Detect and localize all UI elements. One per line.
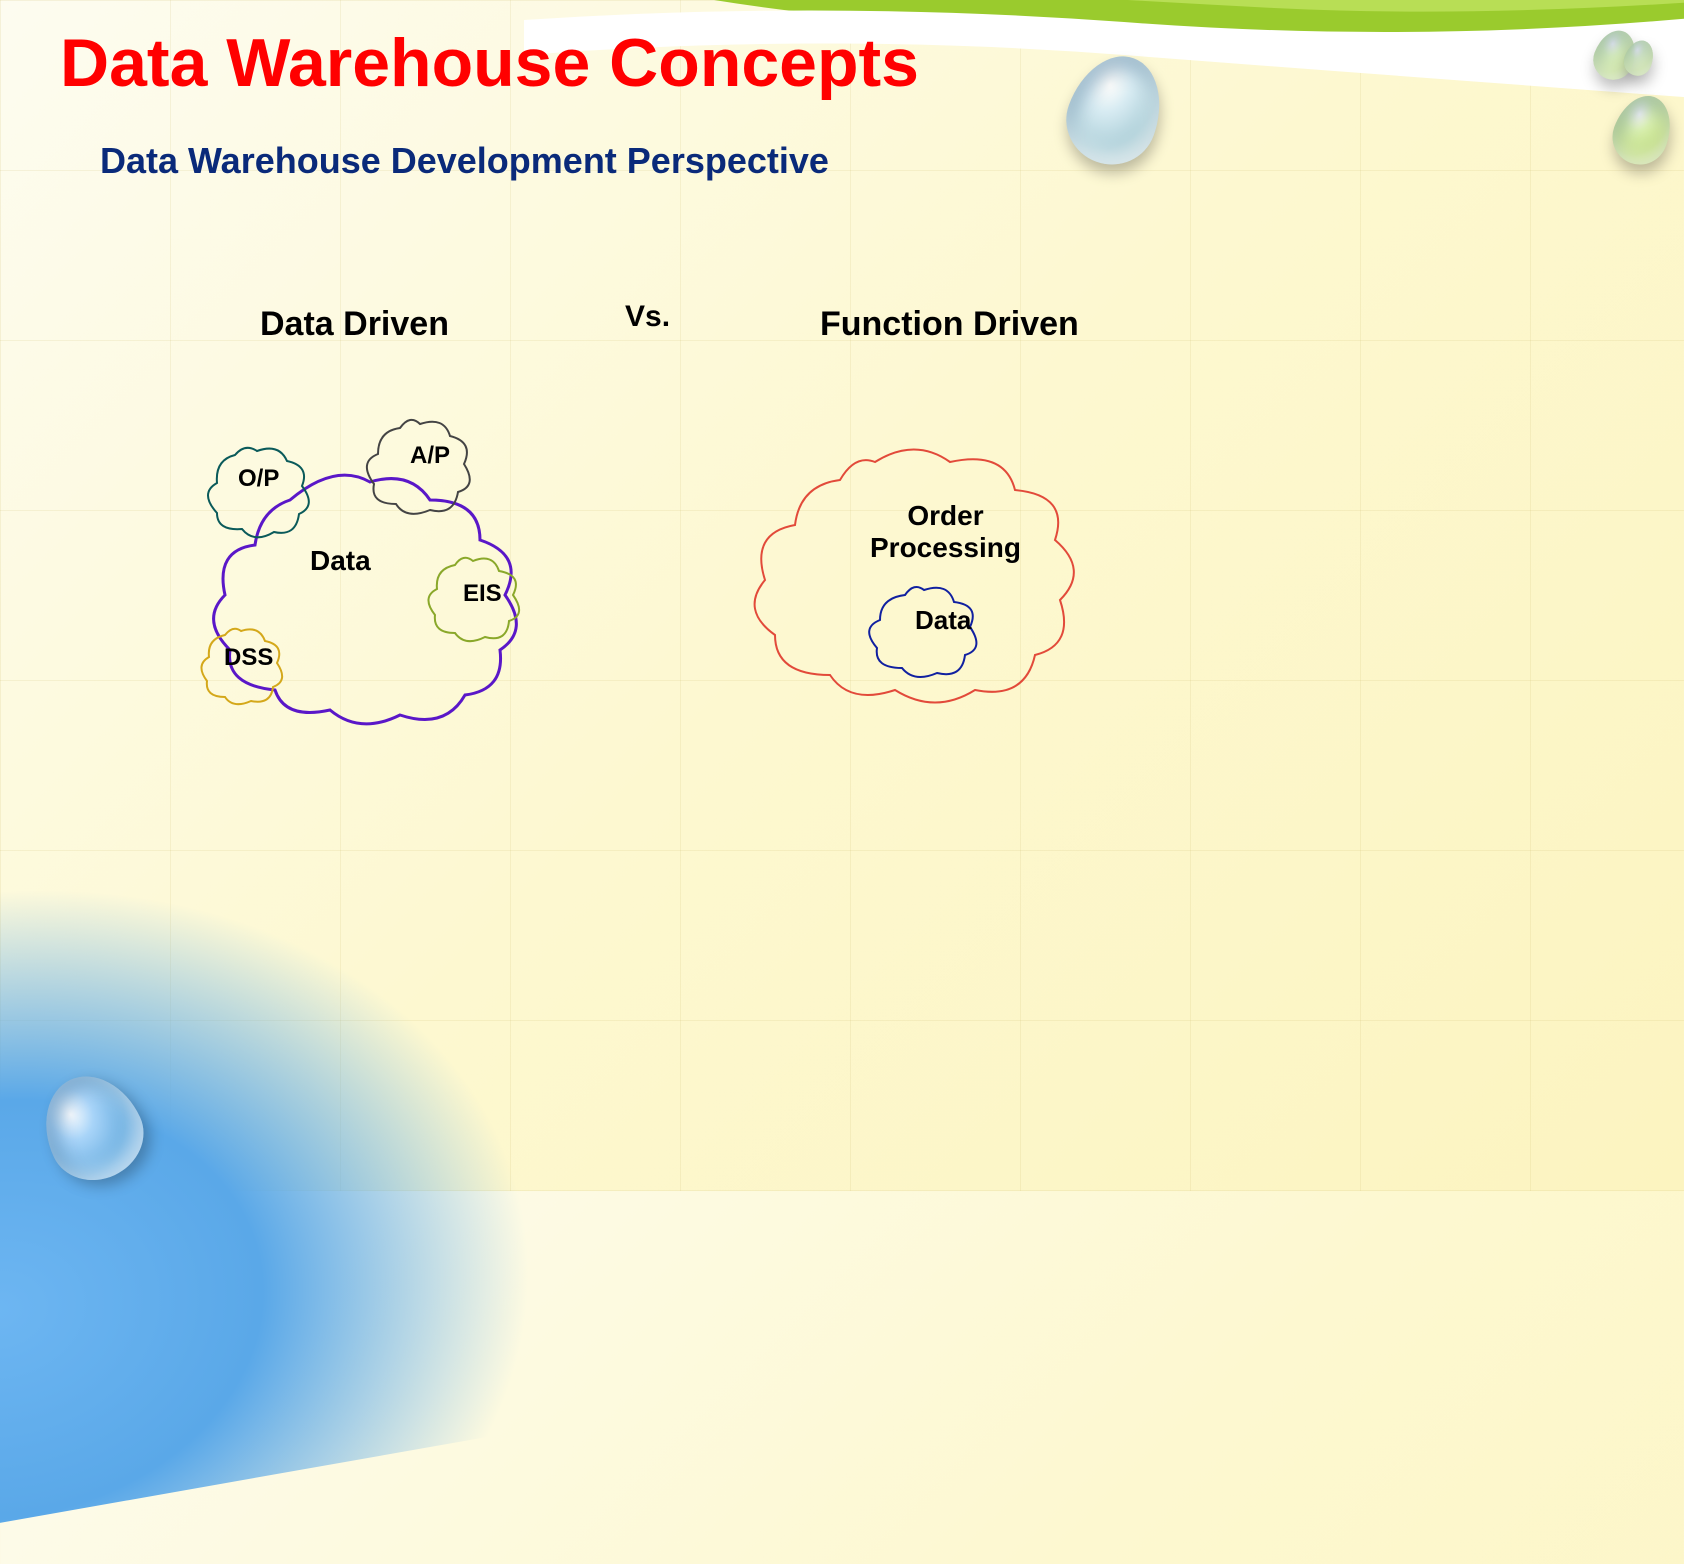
page-title: Data Warehouse Concepts (60, 24, 919, 102)
diagram-area: Data O/P A/P EIS DSS Order Processing Da… (180, 400, 1180, 760)
cloud-order-processing (755, 450, 1074, 703)
label-dss: DSS (224, 644, 273, 672)
page-subtitle: Data Warehouse Development Perspective (100, 140, 829, 182)
label-order-processing: Order Processing (870, 500, 1021, 564)
left-heading: Data Driven (260, 305, 449, 344)
clouds-svg (180, 400, 1180, 760)
label-data: Data (310, 545, 371, 577)
label-ap: A/P (410, 442, 450, 470)
label-eis: EIS (463, 580, 502, 608)
label-op: O/P (238, 465, 279, 493)
right-heading: Function Driven (820, 305, 1079, 344)
vs-label: Vs. (625, 300, 670, 334)
label-data-inner: Data (915, 605, 971, 636)
